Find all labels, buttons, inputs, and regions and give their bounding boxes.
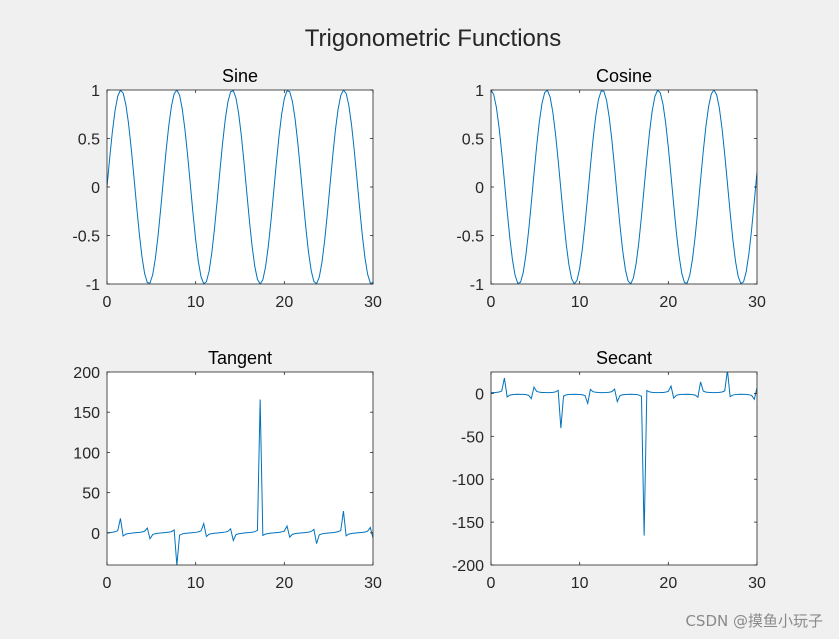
sine-ytick-label: 1 [91,83,100,100]
secant-title: Secant [596,348,652,368]
tangent-xtick-label: 0 [103,575,112,592]
tangent-xtick-label: 30 [364,575,382,592]
sine-ytick-label: 0 [91,180,100,197]
secant-ytick-label: -100 [452,472,484,489]
cosine-xtick-label: 0 [487,294,496,311]
sine-xtick-label: 10 [187,294,205,311]
cosine-xtick-label: 30 [748,294,766,311]
cosine-xtick-label: 10 [571,294,589,311]
sine-plot-area [107,90,373,284]
secant-xtick-label: 0 [487,575,496,592]
watermark: CSDN @摸鱼小玩子 [685,612,823,630]
sine-xtick-label: 30 [364,294,382,311]
cosine-series-line [491,90,757,284]
tangent-title: Tangent [208,348,272,368]
cosine-axes: 0 10 20 30 -1 -0.5 0 0.5 1 Cosine [456,66,766,311]
figure-title: Trigonometric Functions [305,25,562,52]
tangent-ytick-label: 0 [91,526,100,543]
secant-axes-box [490,371,758,566]
cosine-ytick-label: -1 [470,277,484,294]
secant-xtick-label: 30 [748,575,766,592]
sine-series-line [107,90,373,284]
sine-ytick-label: -1 [86,277,100,294]
cosine-ytick-label: 0.5 [462,132,484,149]
sine-xtick-label: 20 [275,294,293,311]
tangent-axes-box [106,371,374,566]
secant-series-line [491,372,757,536]
secant-axes: 0 10 20 30 -200 -150 -100 -50 0 Secant [452,348,766,592]
tangent-xtick-label: 10 [187,575,205,592]
sine-title: Sine [222,66,258,86]
tangent-plot-area [107,372,373,565]
sine-axes: 0 10 20 30 -1 -0.5 0 0.5 1 Sine [72,66,382,311]
secant-ytick-label: -200 [452,558,484,575]
tangent-series-line [107,399,373,565]
secant-ytick-label: -150 [452,515,484,532]
tangent-axes: 0 10 20 30 0 50 100 150 200 Tangent [73,348,382,592]
cosine-ytick-label: 1 [475,83,484,100]
tangent-xtick-label: 20 [275,575,293,592]
tangent-ytick-label: 150 [73,405,100,422]
sine-ytick-label: -0.5 [72,229,100,246]
tangent-ytick-label: 50 [82,486,100,503]
cosine-xtick-label: 20 [659,294,677,311]
tangent-ytick-label: 100 [73,445,100,462]
secant-xtick-label: 20 [659,575,677,592]
cosine-plot-area [491,90,757,284]
cosine-ytick-label: 0 [475,180,484,197]
secant-plot-area [491,372,757,565]
sine-xtick-label: 0 [103,294,112,311]
secant-ytick-label: 0 [475,386,484,403]
secant-xtick-label: 10 [571,575,589,592]
cosine-ytick-label: -0.5 [456,229,484,246]
cosine-title: Cosine [596,66,652,86]
sine-ytick-label: 0.5 [78,132,100,149]
tangent-ytick-label: 200 [73,365,100,382]
secant-ytick-label: -50 [461,429,484,446]
